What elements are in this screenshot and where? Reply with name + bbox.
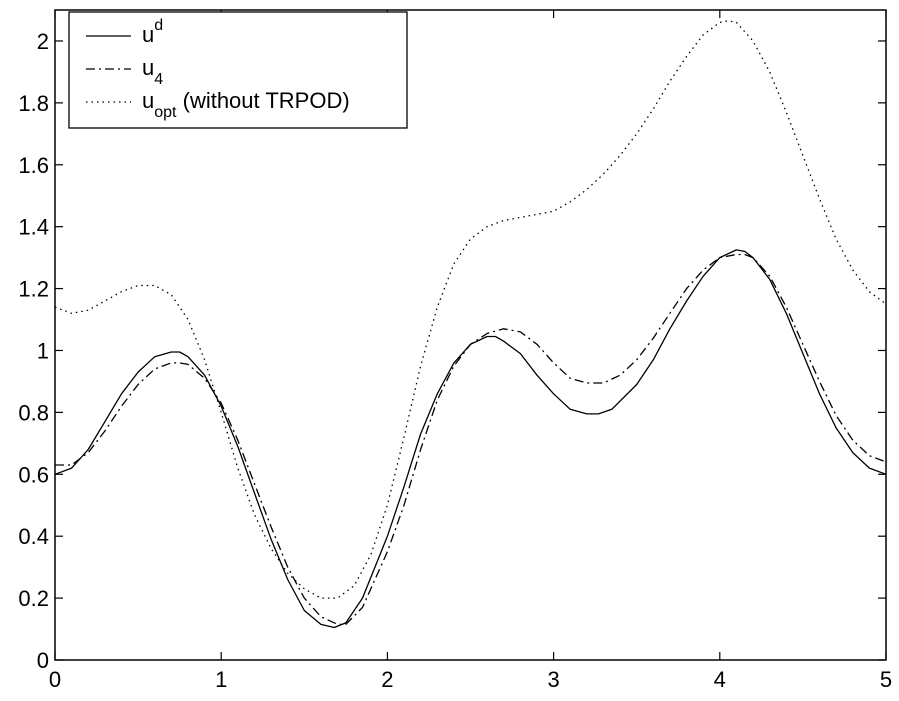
y-tick-label: 0.6 — [18, 462, 49, 487]
y-tick-label: 1.6 — [18, 153, 49, 178]
y-tick-label: 0 — [37, 648, 49, 673]
axes-frame — [54, 9, 887, 661]
axis-ticks: 0 1 2 3 4 5 0 0.2 0.4 0.6 0.8 1 1.2 1.4 1.6 1.8 2 — [18, 10, 892, 692]
y-tick-label: 2 — [37, 29, 49, 54]
y-tick-label: 0.4 — [18, 524, 49, 549]
y-tick-label: 1.2 — [18, 277, 49, 302]
y-tick-label: 1.8 — [18, 91, 49, 116]
y-tick-label: 0.8 — [18, 400, 49, 425]
x-tick-label: 4 — [714, 667, 726, 692]
y-tick-label: 0.2 — [18, 586, 49, 611]
x-tick-label: 5 — [880, 667, 892, 692]
y-tick-label: 1 — [37, 338, 49, 363]
series-line-2 — [55, 253, 887, 626]
x-tick-label: 1 — [215, 667, 227, 692]
series-layer — [54, 20, 887, 629]
x-tick-label: 0 — [49, 667, 61, 692]
y-tick-label: 1.4 — [18, 215, 49, 240]
x-tick-label: 2 — [381, 667, 393, 692]
legend-box — [68, 11, 408, 129]
legend-label-3: uopt (without TRPOD) — [142, 88, 350, 121]
x-tick-label: 3 — [547, 667, 559, 692]
legend-label-2: u4 — [142, 55, 163, 88]
legend-label-1: ud — [142, 17, 163, 47]
series-line-1 — [54, 249, 887, 629]
